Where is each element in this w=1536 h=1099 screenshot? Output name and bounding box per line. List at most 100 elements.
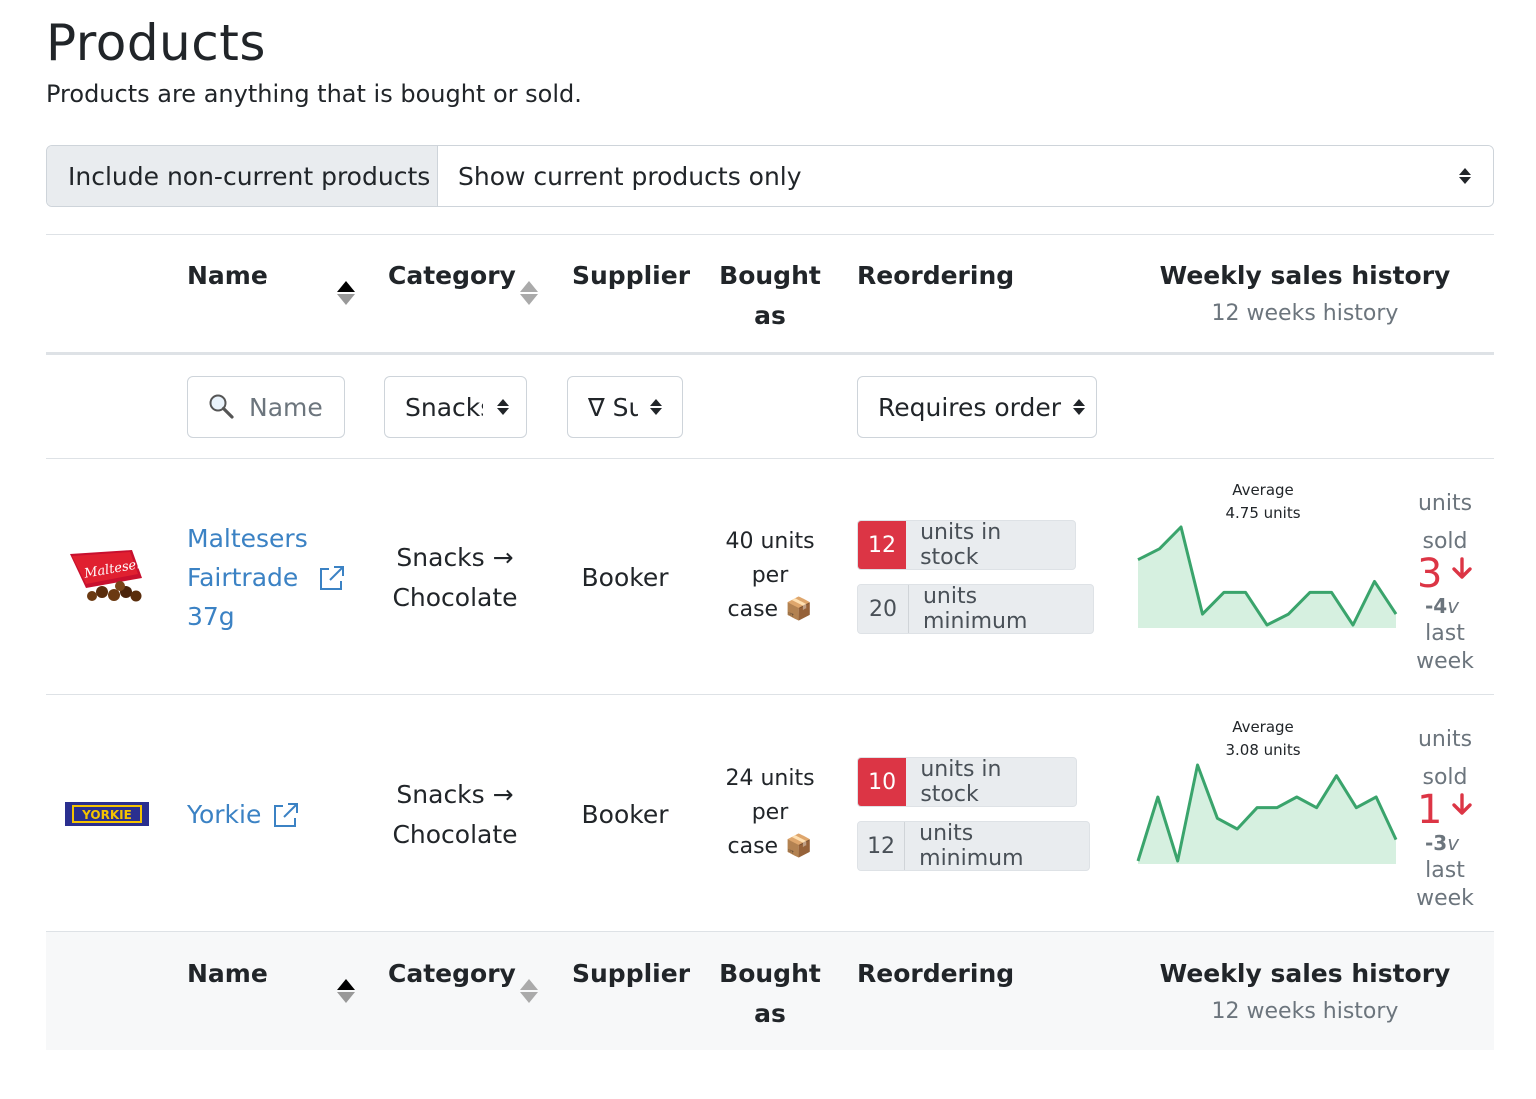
delta-suffix: v	[1447, 594, 1460, 618]
column-header-name[interactable]: Name	[187, 261, 268, 290]
reorder-filter-select[interactable]: Requires order	[857, 376, 1097, 438]
column-header-bought-as: Bought as	[704, 256, 836, 336]
product-category: Snacks → Chocolate	[380, 538, 530, 618]
footer-header-name[interactable]: Name	[187, 959, 268, 988]
minimum-label: units minimum	[922, 584, 1028, 634]
current-products-select[interactable]: Show current products only	[438, 146, 1493, 206]
current-products-selected: Show current products only	[458, 161, 802, 191]
stock-label: units in stock	[920, 757, 1002, 807]
minimum-label: units minimum	[919, 821, 1024, 871]
column-header-supplier: Supplier	[572, 261, 691, 290]
row-divider	[46, 694, 1494, 695]
supplier-filter-value: ∇ Su	[588, 392, 638, 422]
filter-label: Include non-current products	[47, 146, 438, 206]
average-title: Average	[1232, 481, 1294, 499]
column-header-history: Weekly sales history	[1159, 261, 1451, 290]
maltesers-product-image: Maltesers	[70, 550, 148, 602]
column-header-category[interactable]: Category	[388, 261, 516, 290]
stock-label: units in stock	[920, 520, 1002, 570]
product-name-line3: 37g	[187, 602, 235, 631]
external-link-icon[interactable]	[271, 801, 300, 830]
bought-as-qty: 24 units	[725, 766, 815, 791]
bought-as-per: per	[751, 800, 789, 825]
average-title: Average	[1232, 718, 1294, 736]
sort-category-icon[interactable]	[520, 979, 538, 1003]
page-title: Products	[46, 14, 266, 72]
stock-count: 10	[858, 758, 907, 806]
footer-header-bought-as: Bought as	[704, 954, 836, 1034]
category-line1: Snacks →	[396, 543, 514, 572]
sparkline-area	[1138, 527, 1396, 628]
delta-value: -4	[1425, 594, 1448, 618]
arrow-down-icon	[1452, 557, 1472, 579]
external-link-icon[interactable]	[317, 564, 346, 593]
sold-word: sold	[1422, 529, 1468, 554]
select-arrows-icon	[1459, 168, 1471, 184]
product-category: Snacks → Chocolate	[380, 775, 530, 855]
sales-sparkline	[1136, 763, 1398, 864]
sort-category-icon[interactable]	[520, 281, 538, 305]
bought-as-line2: as	[754, 301, 786, 330]
stock-count: 12	[858, 521, 907, 569]
bought-as-line1: Bought	[719, 261, 821, 290]
sort-name-icon[interactable]	[337, 979, 355, 1003]
category-filter-select[interactable]: Snacks	[384, 376, 527, 438]
sales-delta: -3v	[1425, 831, 1459, 855]
table-footer	[46, 932, 1494, 1050]
select-arrows-icon	[1073, 399, 1086, 415]
category-filter-value: Snacks	[405, 392, 483, 422]
product-bought-as: 40 units per case 📦	[710, 525, 830, 627]
product-name-line2: Fairtrade	[187, 563, 299, 592]
sparkline-line	[1137, 525, 1398, 627]
stock-badge: 10 units in stock	[857, 757, 1077, 807]
average-label: Average 3.08 units	[1183, 716, 1343, 762]
units-word: units	[1417, 491, 1473, 516]
delta-suffix: v	[1447, 831, 1460, 855]
average-value: 3.08 units	[1225, 741, 1301, 759]
footer-header-category[interactable]: Category	[388, 959, 516, 988]
last-word: last	[1425, 858, 1465, 883]
delta-value: -3	[1425, 831, 1448, 855]
category-line2: Chocolate	[392, 820, 518, 849]
category-line2: Chocolate	[392, 583, 518, 612]
filter-row-divider	[46, 458, 1494, 459]
row-divider	[46, 931, 1494, 932]
units-sold-count: 1	[1417, 787, 1443, 833]
sold-word: sold	[1422, 765, 1468, 790]
product-supplier: Booker	[581, 800, 669, 829]
category-line1: Snacks →	[396, 780, 514, 809]
bought-as-qty: 40 units	[725, 529, 815, 554]
product-link-maltesers[interactable]: Maltesers Fairtrade 37g	[187, 519, 308, 636]
footer-header-history: Weekly sales history	[1159, 959, 1451, 988]
search-icon	[209, 394, 234, 419]
minimum-badge: 20 units minimum	[857, 584, 1094, 634]
sort-name-icon[interactable]	[337, 281, 355, 305]
last-word: last	[1425, 621, 1465, 646]
units-sold-label: units sold	[1410, 485, 1480, 561]
sales-delta: -4v	[1425, 594, 1459, 618]
header-divider	[46, 352, 1494, 355]
column-header-history-sub: 12 weeks history	[1211, 301, 1399, 326]
bought-as-per: per	[751, 563, 789, 588]
product-bought-as: 24 units per case 📦	[710, 762, 830, 864]
product-supplier: Booker	[581, 563, 669, 592]
name-search-input[interactable]: Name	[187, 376, 345, 438]
units-sold-label: units sold	[1410, 721, 1480, 797]
bought-as-line1: Bought	[719, 959, 821, 988]
current-products-filter: Include non-current products Show curren…	[46, 145, 1494, 207]
supplier-filter-select[interactable]: ∇ Su	[567, 376, 683, 438]
select-arrows-icon	[497, 399, 509, 415]
product-link-yorkie[interactable]: Yorkie	[187, 800, 262, 829]
sparkline-area	[1138, 765, 1396, 864]
minimum-count: 20	[858, 585, 909, 633]
reorder-filter-value: Requires order	[878, 392, 1062, 422]
units-sold-count: 3	[1417, 551, 1443, 597]
bought-as-case: case 📦	[727, 597, 813, 622]
units-word: units	[1417, 727, 1473, 752]
page-subtitle: Products are anything that is bought or …	[46, 80, 582, 108]
table-top-border	[46, 234, 1494, 235]
product-name-line1: Maltesers	[187, 524, 308, 553]
minimum-count: 12	[858, 822, 906, 870]
sales-sparkline	[1137, 525, 1398, 628]
footer-header-history-sub: 12 weeks history	[1211, 999, 1399, 1024]
